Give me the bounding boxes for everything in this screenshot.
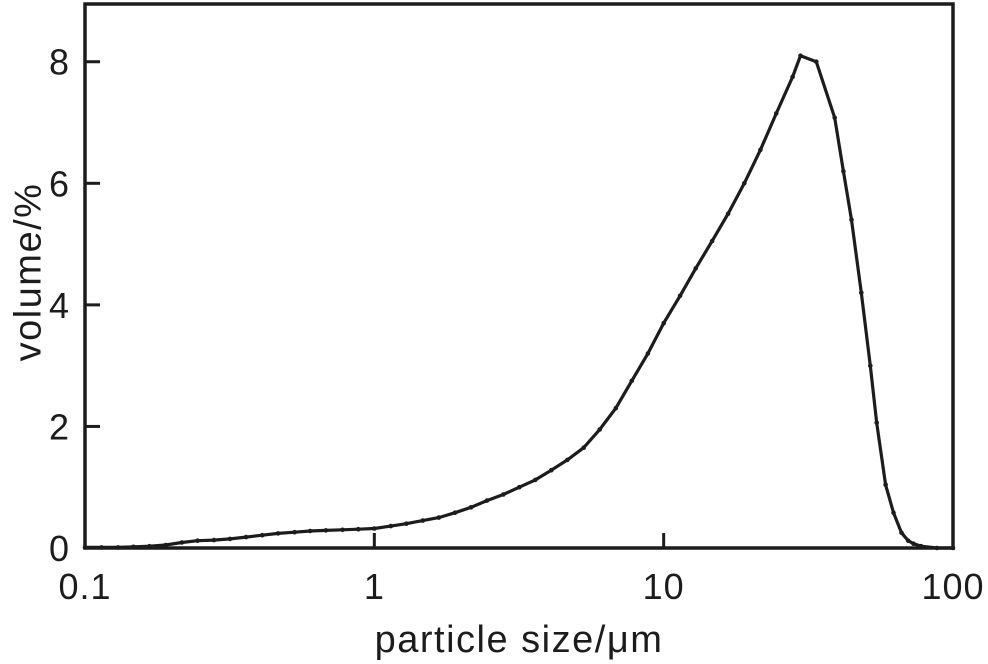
data-point-dot: [709, 238, 715, 244]
x-tick-label: 0.1: [58, 566, 111, 607]
data-point-dot: [859, 290, 864, 296]
data-point-dot: [211, 537, 217, 543]
data-point-dot: [131, 544, 136, 550]
data-point-dot: [452, 510, 458, 515]
x-axis-title: particle size/μm: [375, 619, 664, 661]
data-point-dot: [832, 115, 837, 120]
x-tick-label: 1: [364, 566, 385, 607]
y-tick-label: 8: [49, 42, 70, 83]
x-tick-label: 10: [643, 566, 685, 607]
data-point-dot: [260, 532, 265, 538]
data-point-dot: [613, 405, 619, 411]
data-point-dot: [549, 467, 554, 473]
data-point-dot: [934, 545, 940, 551]
data-point-dot: [147, 543, 152, 549]
x-tick-labels: 0.1 1 10 100: [58, 566, 984, 607]
y-axis-title: volume/%: [7, 183, 49, 362]
data-point-dot: [693, 266, 698, 271]
data-point-dot: [868, 363, 873, 369]
data-point-dot: [501, 492, 506, 497]
data-point-dot: [307, 528, 313, 534]
data-point-dot: [899, 530, 904, 536]
data-point-dot: [905, 538, 911, 543]
data-point-dot: [774, 111, 779, 116]
data-point-dot: [725, 211, 731, 216]
plot-border: [83, 2, 955, 550]
data-point-dot: [841, 168, 846, 174]
data-point-dot: [275, 531, 281, 536]
x-tick-label: 100: [921, 566, 984, 607]
y-tick-label: 6: [49, 163, 70, 204]
data-point-dot: [436, 515, 442, 520]
data-point-dot: [874, 420, 879, 426]
data-point-dot: [243, 534, 249, 540]
data-point-dot: [323, 528, 329, 533]
y-axis-ticks: [85, 60, 100, 428]
x-axis-ticks: [372, 533, 666, 548]
data-point-dot: [533, 477, 538, 483]
data-point-dot: [340, 527, 345, 533]
data-point-dot: [99, 545, 104, 550]
data-point-dot: [911, 541, 916, 546]
data-point-dot: [420, 518, 426, 523]
data-point-dot: [661, 320, 666, 326]
data-point-dot: [468, 505, 474, 510]
data-point-dot: [565, 457, 570, 463]
data-point-dot: [195, 538, 200, 543]
data-point-dot: [742, 181, 747, 186]
y-tick-label: 0: [49, 528, 70, 569]
data-point-dot: [388, 523, 394, 529]
data-point-dot: [629, 378, 635, 384]
data-point-dot: [814, 59, 819, 64]
y-tick-label: 4: [49, 285, 70, 326]
data-point-dot: [404, 521, 409, 526]
data-point-dot: [517, 484, 522, 490]
data-point-dot: [950, 545, 956, 551]
data-point-dot: [292, 529, 297, 535]
data-point-dot: [356, 526, 361, 532]
data-point-dot: [179, 540, 185, 545]
data-point-markers: [82, 53, 956, 551]
data-point-dot: [883, 482, 888, 488]
data-point-dot: [918, 543, 924, 549]
data-point-dot: [581, 445, 586, 451]
y-tick-labels: 0 2 4 6 8: [49, 42, 70, 569]
data-point-dot: [82, 545, 88, 550]
data-point-dot: [677, 293, 683, 299]
data-point-dot: [790, 74, 795, 80]
data-point-dot: [849, 217, 854, 223]
data-point-dot: [645, 351, 651, 356]
data-point-dot: [798, 53, 803, 58]
data-point-dot: [758, 147, 763, 153]
y-tick-label: 2: [49, 406, 70, 447]
data-point-dot: [163, 542, 168, 548]
data-point-dot: [597, 427, 602, 432]
data-point-dot: [891, 510, 896, 515]
distribution-curve: [83, 54, 955, 550]
distribution-curve-group: [83, 54, 955, 550]
data-point-dot: [372, 526, 377, 531]
data-point-dot: [227, 536, 233, 542]
data-point-dot: [115, 545, 121, 550]
data-point-dot: [484, 498, 490, 503]
